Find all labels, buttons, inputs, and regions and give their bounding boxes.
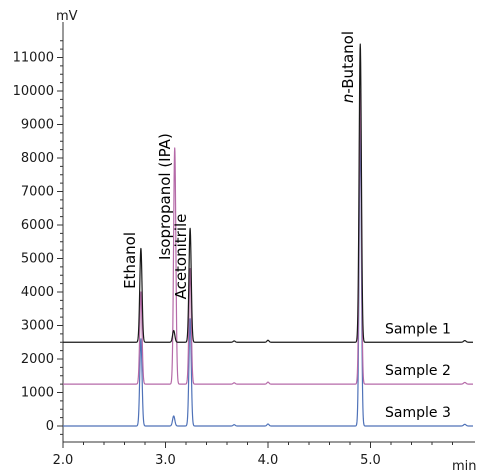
trace-sample-2 (62, 90, 474, 385)
peak-label-prefix: n (339, 94, 357, 104)
peak-label-name: -Butanol (339, 31, 357, 94)
peak-label-name: Isopropanol (IPA) (156, 133, 174, 260)
x-axis-label: min (452, 459, 477, 474)
series-label: Sample 2 (385, 363, 451, 379)
traces (62, 43, 474, 427)
y-tick-label: 7000 (21, 185, 54, 200)
y-tick-label: 5000 (21, 252, 54, 267)
y-tick-label: 4000 (21, 285, 54, 300)
trace-sample-3 (62, 130, 474, 427)
peak-label-name: Ethanol (121, 232, 139, 289)
series-label: Sample 1 (385, 321, 451, 337)
y-tick-label: 0 (46, 419, 54, 434)
x-tick-label: 4.0 (258, 453, 279, 468)
peak-label: Isopropanol (IPA) (156, 133, 174, 260)
x-tick-label: 2.0 (53, 453, 74, 468)
trace-sample-1 (62, 43, 474, 343)
peak-label: Acetonitrile (172, 214, 190, 300)
axes: 0 1000 2000 3000 4000 5000 6000 7000 8000 9000 100… (13, 22, 475, 468)
y-tick-label: 10000 (13, 84, 54, 99)
y-tick-label: 8000 (21, 151, 54, 166)
y-tick-label: 11000 (13, 51, 54, 66)
y-tick-label: 6000 (21, 218, 54, 233)
y-axis-label: mV (56, 9, 78, 24)
y-tick-label: 9000 (21, 118, 54, 133)
peak-label: Ethanol (121, 232, 139, 289)
series-label: Sample 3 (385, 405, 451, 421)
peak-label: n-Butanol (339, 31, 357, 103)
x-tick-label: 5.0 (360, 453, 381, 468)
labels: Sample 1 Sample 2 Sample 3 Ethanol Isopropan… (121, 31, 451, 421)
x-tick-label: 3.0 (155, 453, 176, 468)
y-tick-label: 3000 (21, 319, 54, 334)
y-tick-label: 1000 (21, 386, 54, 401)
y-tick-label: 2000 (21, 352, 54, 367)
peak-label-name: Acetonitrile (172, 214, 190, 300)
